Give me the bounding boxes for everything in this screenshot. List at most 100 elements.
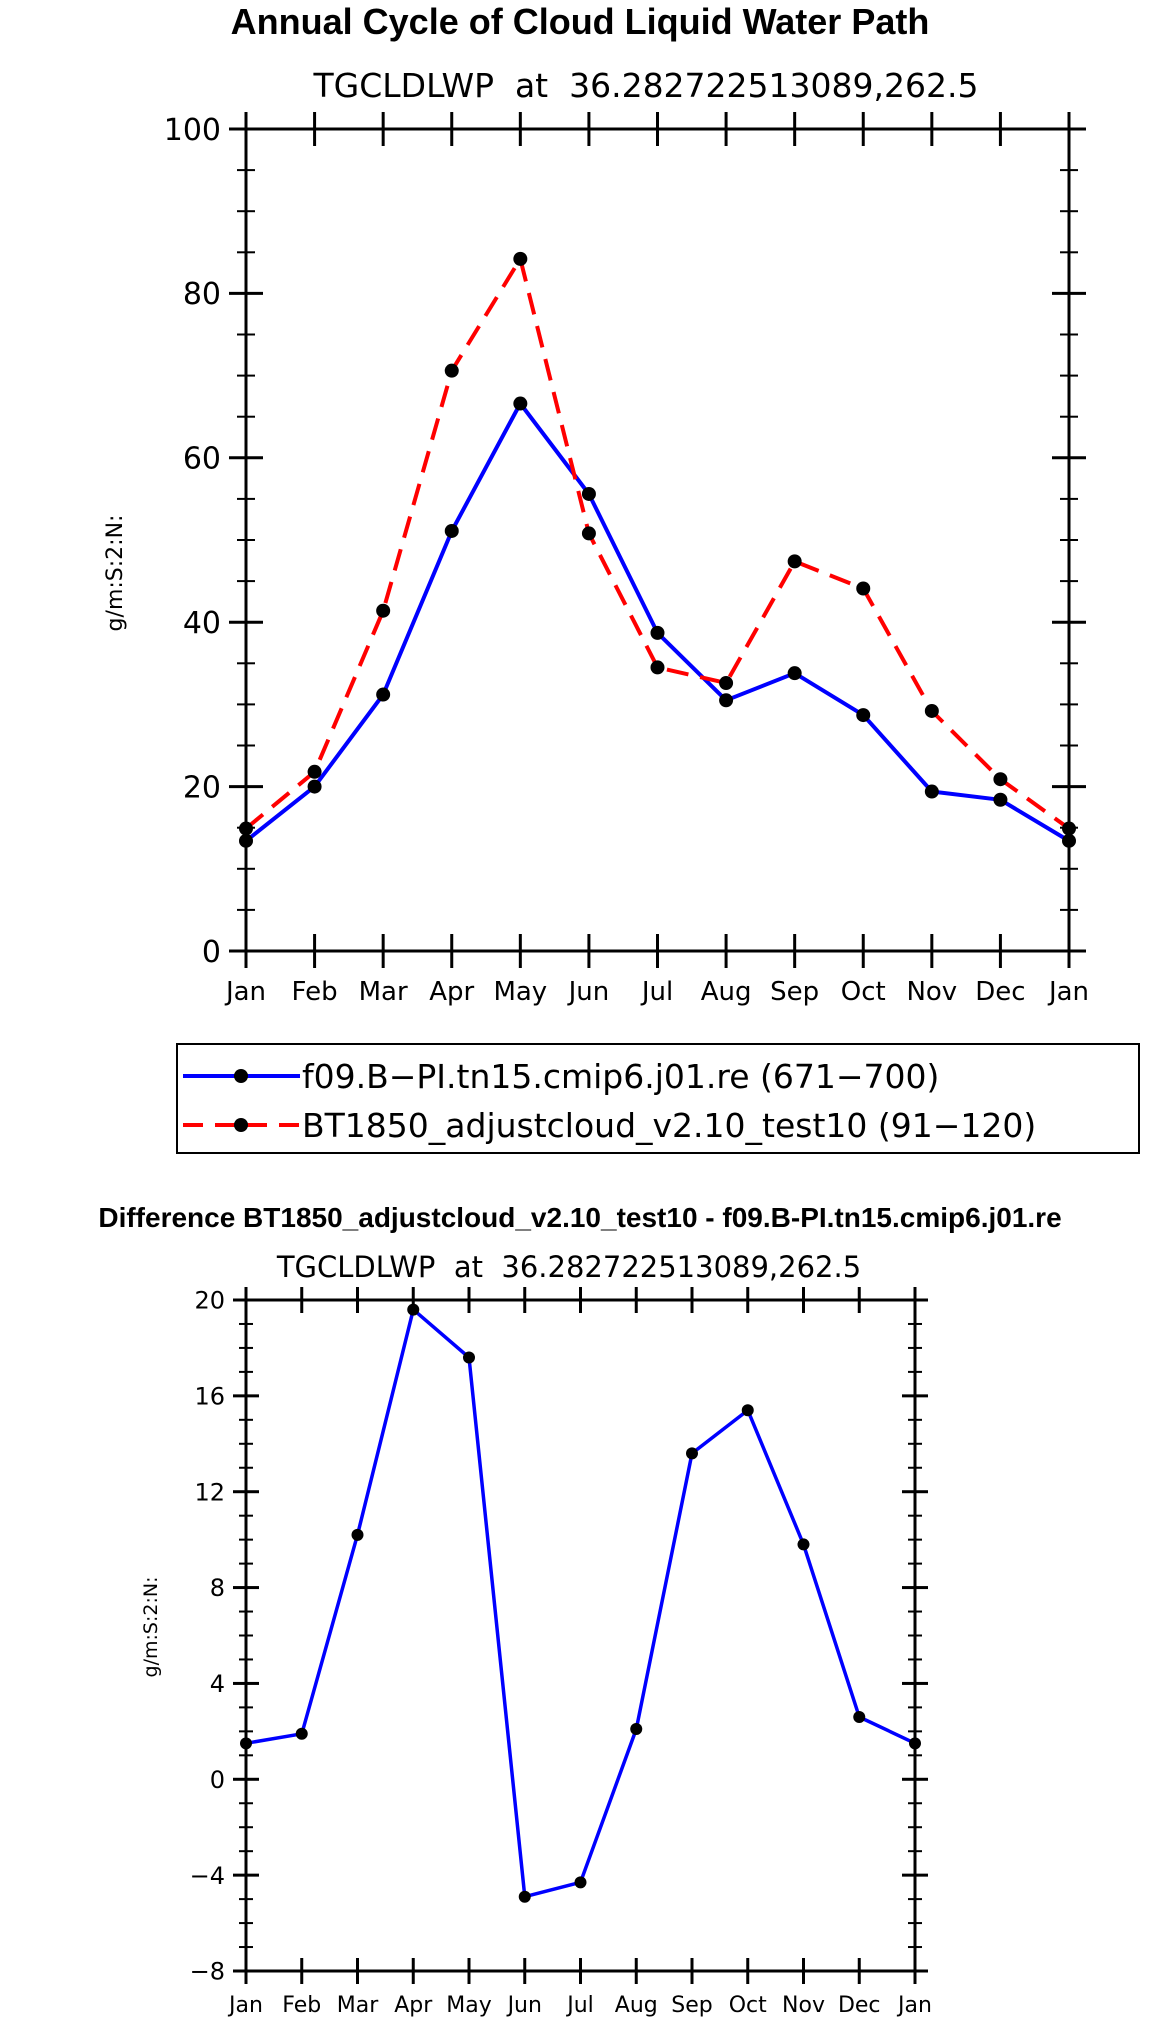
series-1-point — [239, 821, 253, 836]
y-tick-label: 80 — [183, 277, 221, 312]
x-tick-label: Jun — [506, 1993, 542, 2018]
chart2-series — [240, 1303, 921, 1903]
series-0-point — [581, 486, 596, 501]
series-0-point — [787, 666, 802, 681]
series-0-point — [797, 1538, 810, 1551]
series-1-point — [307, 764, 322, 779]
series-0-point — [518, 1890, 531, 1903]
x-tick-label: Apr — [429, 977, 474, 1007]
series-1-point — [719, 676, 734, 691]
x-tick-label: Jun — [567, 977, 610, 1007]
legend-marker-base — [234, 1069, 248, 1083]
series-1-point — [513, 251, 528, 266]
series-0-point — [407, 1303, 420, 1316]
y-tick-label: 20 — [183, 770, 221, 805]
series-0-point — [853, 1710, 866, 1723]
x-tick-label: May — [493, 977, 547, 1007]
series-1-point — [444, 363, 459, 378]
y-tick-label: 100 — [164, 113, 221, 148]
series-0-point — [650, 625, 665, 640]
chart2-ticks — [233, 1287, 928, 1984]
x-tick-label: Mar — [337, 1993, 379, 2018]
series-line-1 — [244, 256, 1071, 831]
chart2-y-axis-label: g/m:S:2:N: — [140, 1577, 162, 1678]
series-0-point — [1062, 833, 1076, 848]
y-tick-label: 4 — [210, 1670, 225, 1698]
chart2-y-tick-labels: −8 −4 0 4 8 12 16 20 — [190, 1287, 225, 1986]
x-tick-label: Oct — [729, 1993, 767, 2018]
x-tick-label: Aug — [615, 1993, 658, 2018]
y-tick-label: 0 — [202, 935, 221, 970]
chart1-series — [239, 251, 1076, 848]
x-tick-label: Nov — [782, 1993, 825, 2018]
series-0-point — [307, 779, 322, 794]
legend-label-base: f09.B−PI.tn15.cmip6.j01.re (671−700) — [302, 1057, 939, 1096]
x-tick-label: Aug — [701, 977, 752, 1007]
legend-marker-test — [234, 1118, 248, 1132]
series-0-point — [630, 1722, 643, 1735]
chart1-y-tick-labels: 0 20 40 60 80 100 — [164, 113, 221, 970]
chart2-title: Difference BT1850_adjustcloud_v2.10_test… — [98, 1202, 1061, 1233]
chart1-ticks — [229, 112, 1086, 968]
x-tick-label: Nov — [906, 977, 957, 1007]
x-tick-label: Sep — [770, 977, 819, 1007]
y-tick-label: 12 — [194, 1478, 225, 1506]
series-1-point — [924, 703, 939, 718]
series-0-point — [240, 1737, 252, 1750]
chart2-subtitle: TGCLDLWP at 36.282722513089,262.5 — [276, 1250, 861, 1284]
series-0-point — [993, 792, 1008, 807]
x-tick-label: Feb — [282, 1993, 321, 2018]
chart1-x-tick-labels: Jan Feb Mar Apr May Jun Jul Aug Sep Oct Nov Dec Jan — [224, 977, 1089, 1007]
chart2-plot-frame — [244, 1298, 917, 1973]
series-0-point — [924, 784, 939, 799]
chart1-subtitle: TGCLDLWP at 36.282722513089,262.5 — [313, 66, 979, 105]
series-0-point — [856, 708, 871, 723]
y-tick-label: −4 — [190, 1862, 225, 1890]
x-tick-label: Jul — [640, 977, 673, 1007]
legend-label-test: BT1850_adjustcloud_v2.10_test10 (91−120) — [302, 1106, 1036, 1145]
series-0-point — [444, 523, 459, 538]
chart1-title: Annual Cycle of Cloud Liquid Water Path — [231, 1, 930, 42]
y-tick-label: 0 — [210, 1766, 225, 1794]
series-0-point — [295, 1727, 308, 1740]
x-tick-label: Apr — [394, 1993, 433, 2018]
y-tick-label: 60 — [183, 442, 221, 477]
series-0-point — [376, 687, 391, 702]
x-tick-label: Mar — [359, 977, 408, 1007]
chart1-y-axis-label: g/m:S:2:N: — [103, 515, 128, 632]
y-tick-label: 8 — [210, 1574, 225, 1602]
x-tick-label: Feb — [292, 977, 338, 1007]
x-tick-label: May — [446, 1993, 491, 2018]
difference-chart: Difference BT1850_adjustcloud_v2.10_test… — [98, 1202, 1061, 2018]
y-tick-label: 40 — [183, 606, 221, 641]
series-0-point — [686, 1447, 698, 1460]
chart1-legend: f09.B−PI.tn15.cmip6.j01.re (671−700) BT1… — [176, 1043, 1140, 1154]
series-0-point — [351, 1528, 364, 1541]
y-tick-label: −8 — [190, 1958, 225, 1986]
x-tick-label: Jan — [224, 977, 266, 1007]
x-tick-label: Jan — [1047, 977, 1089, 1007]
series-1-point — [1062, 821, 1076, 836]
series-1-point — [376, 603, 391, 618]
y-tick-label: 16 — [194, 1382, 225, 1410]
chart2-x-tick-labels: Jan Feb Mar Apr May Jun Jul Aug Sep Oct Nov Dec Jan — [227, 1993, 932, 2018]
series-0-point — [719, 693, 734, 708]
series-1-point — [856, 581, 871, 596]
series-0-point — [463, 1351, 475, 1364]
x-tick-label: Sep — [671, 1993, 712, 2018]
series-0-point — [574, 1876, 587, 1889]
x-tick-label: Jan — [896, 1993, 932, 2018]
x-tick-label: Dec — [838, 1993, 881, 2018]
y-tick-label: 20 — [194, 1287, 225, 1315]
x-tick-label: Jul — [565, 1993, 594, 2018]
series-1-point — [650, 660, 665, 675]
series-0-point — [909, 1737, 921, 1750]
series-0-point — [513, 396, 528, 411]
series-0-point — [239, 833, 253, 848]
legend-box — [176, 1043, 1140, 1154]
chart1-plot-frame — [244, 127, 1071, 953]
series-1-point — [993, 772, 1008, 787]
series-line-0 — [245, 1307, 916, 1899]
annual-cycle-chart: Annual Cycle of Cloud Liquid Water Path … — [103, 1, 1140, 1154]
